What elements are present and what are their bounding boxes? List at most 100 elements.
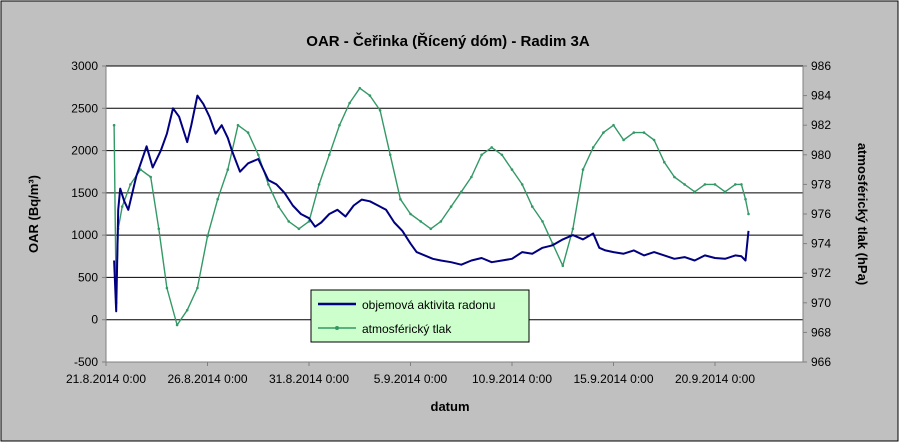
- data-point-pressure: [112, 123, 116, 127]
- x-tick-label: 31.8.2014 0:00: [269, 372, 349, 386]
- data-point-pressure: [581, 168, 585, 171]
- x-tick-label: 10.9.2014 0:00: [472, 372, 552, 386]
- data-point-pressure: [591, 146, 595, 149]
- x-tick-label: 21.8.2014 0:00: [66, 372, 146, 386]
- data-point-pressure: [120, 205, 124, 208]
- data-point-pressure: [673, 175, 676, 179]
- series-line-pressure: [113, 87, 750, 326]
- x-tick-label: 26.8.2014 0:00: [167, 372, 247, 386]
- data-point-pressure: [439, 220, 443, 223]
- y-tick-label-left: 2000: [71, 144, 98, 158]
- data-point-pressure: [378, 109, 382, 112]
- series-layer: [112, 86, 750, 327]
- y-tick-label-right: 968: [811, 325, 831, 339]
- chart-title: OAR - Čeřinka (Řícený dóm) - Radim 3A: [306, 32, 590, 50]
- y-tick-label-left: 1500: [71, 186, 98, 200]
- y-tick-label-left: 2500: [71, 101, 98, 115]
- y-tick-label-left: -500: [74, 355, 98, 369]
- gridlines: [106, 65, 803, 321]
- legend: objemová aktivita radonu atmosférický tl…: [310, 289, 530, 343]
- data-point-pressure: [541, 220, 544, 223]
- data-point-pressure: [744, 197, 747, 201]
- legend-label-radon: objemová aktivita radonu: [362, 298, 495, 312]
- data-point-pressure: [561, 264, 565, 268]
- data-point-pressure: [419, 220, 423, 223]
- data-point-pressure: [429, 227, 433, 231]
- data-point-pressure: [723, 190, 727, 194]
- y-tick-label-left: 500: [78, 270, 98, 284]
- data-point-pressure: [297, 227, 301, 231]
- data-point-pressure: [642, 131, 646, 134]
- data-point-pressure: [409, 212, 412, 216]
- data-point-pressure: [622, 138, 625, 142]
- data-point-pressure: [277, 205, 280, 208]
- y-tick-label-right: 976: [811, 207, 831, 221]
- data-point-pressure: [747, 212, 750, 216]
- x-ticks: 21.8.2014 0:00 26.8.2014 0:00 31.8.2014 0:…: [66, 362, 755, 386]
- data-point-pressure: [317, 183, 321, 186]
- data-point-pressure: [612, 123, 615, 127]
- data-point-pressure: [500, 153, 504, 157]
- right-ticks: 966 968 970 972 974 976 978 980 982 984 986: [803, 59, 831, 369]
- data-point-pressure: [236, 123, 240, 127]
- y-tick-label-right: 980: [811, 148, 831, 162]
- x-tick-label: 20.9.2014 0:00: [675, 372, 755, 386]
- y-tick-label-left: 3000: [71, 59, 98, 73]
- data-point-pressure: [693, 190, 696, 194]
- series-line-radon: [113, 94, 750, 313]
- data-point-pressure: [663, 160, 666, 164]
- data-point-pressure: [703, 183, 707, 186]
- data-point-pressure: [531, 205, 534, 208]
- data-point-pressure: [571, 227, 575, 231]
- data-point-pressure: [734, 183, 737, 186]
- data-point-pressure: [175, 323, 179, 327]
- legend-box: [310, 289, 530, 343]
- data-point-pressure: [520, 183, 524, 186]
- data-point-pressure: [338, 123, 341, 127]
- y-tick-label-right: 970: [811, 296, 831, 310]
- left-ticks: -500 0 500 1000 1500 2000 2500 3000: [71, 59, 106, 369]
- data-point-pressure: [165, 286, 169, 290]
- data-point-pressure: [490, 146, 494, 149]
- data-point-pressure: [510, 168, 514, 171]
- data-point-pressure: [129, 183, 132, 186]
- data-point-pressure: [149, 175, 152, 179]
- x-axis-label: datum: [431, 399, 470, 414]
- data-point-pressure: [257, 153, 260, 157]
- data-point-pressure: [226, 168, 230, 171]
- y-axis-label-left: OAR (Bq/m³): [26, 175, 41, 253]
- y-tick-label-right: 982: [811, 118, 831, 132]
- data-point-pressure: [449, 205, 453, 208]
- legend-marker-pressure: [335, 326, 339, 330]
- data-point-pressure: [388, 153, 392, 157]
- data-point-pressure: [287, 220, 291, 223]
- data-point-pressure: [480, 153, 483, 157]
- y-tick-label-right: 978: [811, 177, 831, 191]
- data-point-pressure: [358, 86, 362, 90]
- data-point-pressure: [206, 234, 209, 238]
- y-tick-label-right: 984: [811, 89, 831, 103]
- data-point-pressure: [713, 183, 717, 186]
- data-point-pressure: [470, 175, 473, 179]
- data-point-pressure: [652, 138, 656, 142]
- y-tick-label-left: 1000: [71, 228, 98, 242]
- data-point-pressure: [267, 183, 270, 186]
- data-point-pressure: [157, 227, 161, 231]
- legend-label-pressure: atmosférický tlak: [362, 322, 452, 336]
- data-point-pressure: [368, 94, 372, 97]
- data-point-pressure: [740, 183, 743, 186]
- data-point-pressure: [602, 131, 605, 134]
- y-axis-label-right: atmosférický tlak (hPa): [855, 143, 870, 285]
- data-point-pressure: [328, 153, 331, 157]
- y-tick-label-left: 0: [91, 313, 98, 327]
- data-point-pressure: [196, 286, 199, 290]
- y-tick-label-right: 974: [811, 237, 831, 251]
- data-point-pressure: [399, 197, 402, 201]
- x-tick-label: 5.9.2014 0:00: [374, 372, 448, 386]
- data-point-pressure: [683, 183, 686, 186]
- data-point-pressure: [185, 308, 189, 312]
- data-point-pressure: [460, 190, 463, 194]
- data-point-pressure: [246, 131, 250, 134]
